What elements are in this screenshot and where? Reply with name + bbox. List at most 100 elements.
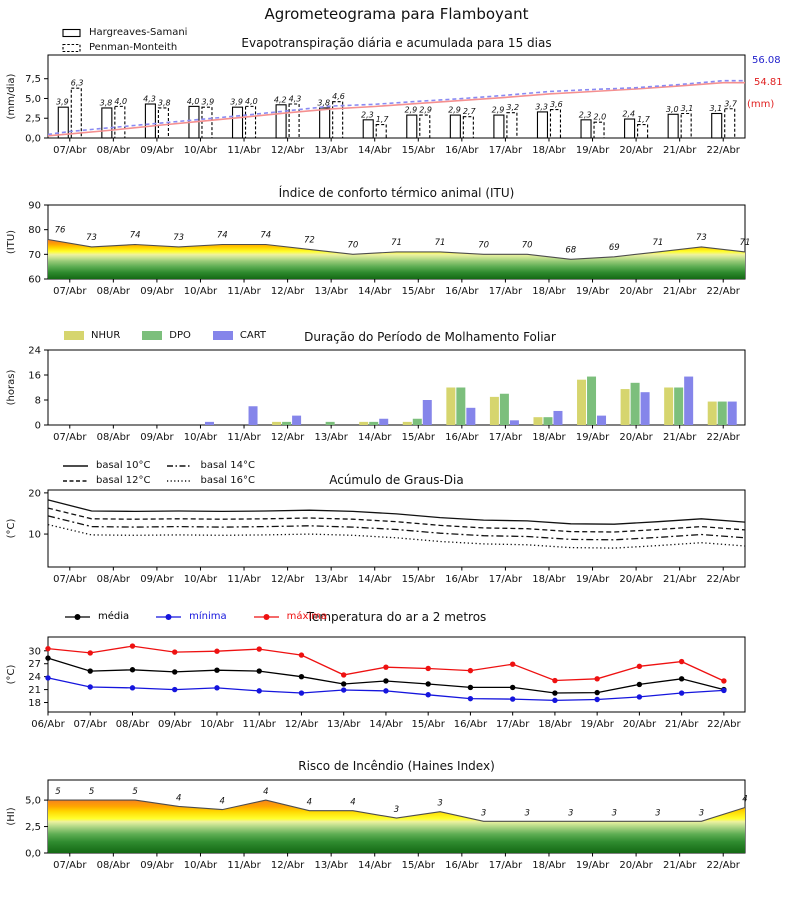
cart-swatch-icon xyxy=(212,331,233,340)
svg-text:68: 68 xyxy=(565,245,576,255)
svg-text:07/Abr: 07/Abr xyxy=(53,286,87,297)
svg-text:73: 73 xyxy=(696,233,707,243)
svg-text:2,9: 2,9 xyxy=(448,106,461,115)
svg-text:3: 3 xyxy=(481,808,486,818)
svg-text:4,3: 4,3 xyxy=(143,95,156,104)
molhamento-title: Duração do Período de Molhamento Foliar xyxy=(304,330,556,344)
svg-text:4: 4 xyxy=(263,787,268,797)
svg-text:10/Abr: 10/Abr xyxy=(184,432,218,443)
svg-text:74: 74 xyxy=(260,230,271,240)
legend-label: Penman-Monteith xyxy=(89,42,178,53)
svg-text:07/Abr: 07/Abr xyxy=(53,145,87,156)
svg-text:7,5: 7,5 xyxy=(25,74,41,85)
legend-label: basal 12°C xyxy=(96,475,151,486)
svg-text:08/Abr: 08/Abr xyxy=(97,574,131,585)
legend-label: máxima xyxy=(286,611,328,622)
svg-text:17/Abr: 17/Abr xyxy=(489,145,523,156)
svg-text:4: 4 xyxy=(220,797,225,807)
svg-text:17/Abr: 17/Abr xyxy=(496,719,530,730)
dashed-line-swatch-icon xyxy=(63,479,88,482)
legend-item-basal16: basal 16°C xyxy=(166,473,255,488)
svg-text:3: 3 xyxy=(655,808,660,818)
svg-text:3: 3 xyxy=(394,805,399,815)
svg-text:21/Abr: 21/Abr xyxy=(663,574,697,585)
svg-text:19/Abr: 19/Abr xyxy=(576,574,610,585)
svg-text:18/Abr: 18/Abr xyxy=(538,719,572,730)
svg-text:15/Abr: 15/Abr xyxy=(402,145,436,156)
itu-title: Índice de conforto térmico animal (ITU) xyxy=(278,186,515,200)
svg-text:15/Abr: 15/Abr xyxy=(402,286,436,297)
svg-text:19/Abr: 19/Abr xyxy=(576,286,610,297)
temperatura-legend: média mínima máxima xyxy=(64,611,353,622)
svg-text:17/Abr: 17/Abr xyxy=(489,860,523,871)
svg-text:13/Abr: 13/Abr xyxy=(327,719,361,730)
svg-text:24: 24 xyxy=(28,672,41,683)
legend-item-basal10: basal 10°C xyxy=(62,458,150,473)
svg-text:09/Abr: 09/Abr xyxy=(140,286,174,297)
svg-text:12/Abr: 12/Abr xyxy=(271,286,305,297)
panel-molhamento: 07/Abr 08/Abr 09/Abr 10/Abr 11/Abr 12/Abr 13/A… xyxy=(6,346,746,443)
svg-text:2,3: 2,3 xyxy=(361,110,374,119)
accum-unit-label: (mm) xyxy=(747,99,775,110)
solid-box-swatch-icon xyxy=(62,28,81,37)
svg-text:22/Abr: 22/Abr xyxy=(707,286,741,297)
legend-item-basal12: basal 12°C xyxy=(62,473,150,488)
svg-text:4,0: 4,0 xyxy=(114,97,127,106)
svg-text:5,0: 5,0 xyxy=(25,796,41,807)
legend-label: basal 10°C xyxy=(96,460,151,471)
svg-text:71: 71 xyxy=(391,238,402,248)
svg-text:06/Abr: 06/Abr xyxy=(31,719,65,730)
svg-text:10/Abr: 10/Abr xyxy=(184,145,218,156)
svg-text:09/Abr: 09/Abr xyxy=(140,574,174,585)
graus-dia-title: Acúmulo de Graus-Dia xyxy=(329,473,464,487)
svg-text:4,0: 4,0 xyxy=(245,97,258,106)
line-dot-swatch-icon xyxy=(65,613,90,620)
svg-text:16/Abr: 16/Abr xyxy=(445,574,479,585)
legend-label: mínima xyxy=(189,611,227,622)
svg-text:07/Abr: 07/Abr xyxy=(53,432,87,443)
svg-text:11/Abr: 11/Abr xyxy=(227,286,261,297)
legend-item-cart: CART xyxy=(212,330,266,341)
svg-text:18/Abr: 18/Abr xyxy=(532,860,566,871)
legend-item-hargreaves: Hargreaves-Samani xyxy=(62,25,187,40)
svg-text:2,3: 2,3 xyxy=(579,110,592,119)
svg-text:14/Abr: 14/Abr xyxy=(358,286,392,297)
svg-text:11/Abr: 11/Abr xyxy=(227,145,261,156)
svg-text:4: 4 xyxy=(307,798,312,808)
legend-item-maxima: máxima xyxy=(253,611,327,622)
svg-text:0,0: 0,0 xyxy=(25,134,41,145)
svg-text:07/Abr: 07/Abr xyxy=(53,574,87,585)
svg-text:11/Abr: 11/Abr xyxy=(243,719,277,730)
svg-text:08/Abr: 08/Abr xyxy=(97,145,131,156)
svg-text:3: 3 xyxy=(437,799,442,809)
svg-text:20/Abr: 20/Abr xyxy=(623,719,657,730)
svg-text:21/Abr: 21/Abr xyxy=(663,286,697,297)
svg-text:3,6: 3,6 xyxy=(550,100,563,109)
svg-text:22/Abr: 22/Abr xyxy=(707,145,741,156)
svg-text:0,0: 0,0 xyxy=(25,849,41,860)
svg-text:14/Abr: 14/Abr xyxy=(358,432,392,443)
svg-text:3,9: 3,9 xyxy=(230,98,243,107)
legend-item-media: média xyxy=(64,611,129,622)
svg-text:07/Abr: 07/Abr xyxy=(74,719,108,730)
svg-text:16: 16 xyxy=(28,371,41,382)
svg-text:5: 5 xyxy=(55,787,60,797)
svg-text:09/Abr: 09/Abr xyxy=(140,432,174,443)
svg-text:15/Abr: 15/Abr xyxy=(402,574,436,585)
svg-text:1,7: 1,7 xyxy=(376,115,390,124)
svg-text:18/Abr: 18/Abr xyxy=(532,145,566,156)
svg-text:12/Abr: 12/Abr xyxy=(285,719,319,730)
svg-text:08/Abr: 08/Abr xyxy=(116,719,150,730)
svg-text:71: 71 xyxy=(652,238,663,248)
svg-text:13/Abr: 13/Abr xyxy=(314,432,348,443)
svg-text:22/Abr: 22/Abr xyxy=(707,574,741,585)
graus-dia-legend: basal 10°C basal 12°C basal 14°C basal 1… xyxy=(62,458,255,488)
svg-text:16/Abr: 16/Abr xyxy=(454,719,488,730)
svg-text:14/Abr: 14/Abr xyxy=(369,719,403,730)
svg-text:20/Abr: 20/Abr xyxy=(619,286,653,297)
svg-text:5: 5 xyxy=(89,787,94,797)
svg-text:15/Abr: 15/Abr xyxy=(402,432,436,443)
svg-text:8: 8 xyxy=(35,396,41,407)
svg-text:21/Abr: 21/Abr xyxy=(665,719,699,730)
svg-text:70: 70 xyxy=(522,240,533,250)
